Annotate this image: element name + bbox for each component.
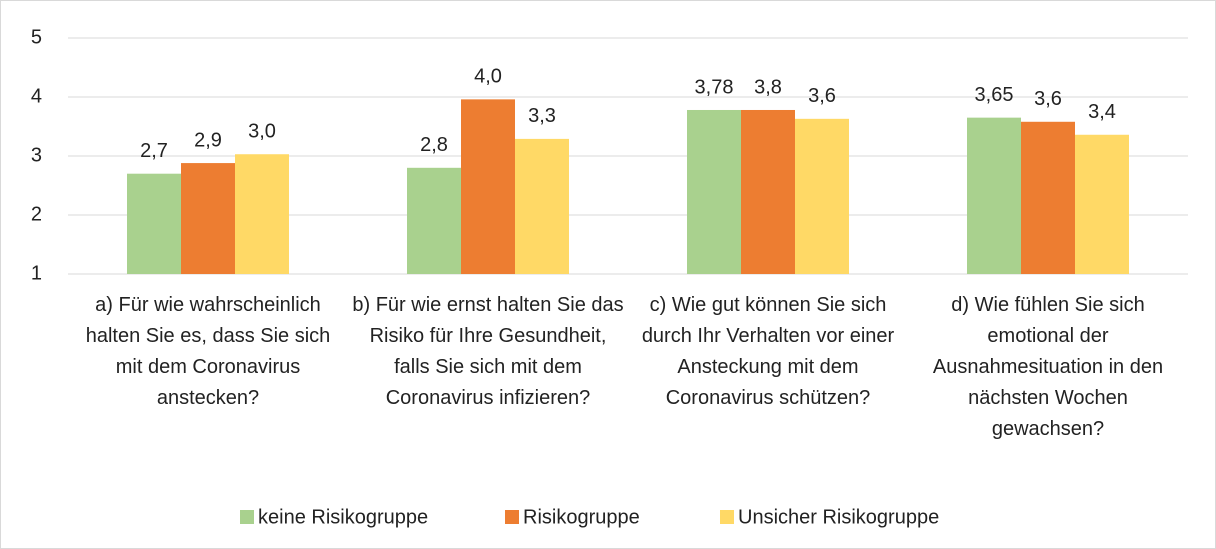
y-tick-label: 2: [31, 203, 42, 225]
value-label: 3,65: [975, 84, 1014, 106]
x-tick-label: a) Für wie wahrscheinlich halten Sie es,…: [85, 294, 331, 409]
value-label: 4,0: [474, 66, 502, 88]
legend-swatch: [240, 510, 254, 524]
x-tick-label: c) Wie gut können Sie sich durch Ihr Ver…: [641, 294, 895, 409]
bar: [181, 163, 235, 274]
legend-swatch: [720, 510, 734, 524]
bar: [795, 118, 849, 274]
legend-label: keine Risikogruppe: [258, 506, 428, 528]
value-label: 3,8: [754, 76, 782, 98]
value-label: 3,6: [1034, 88, 1062, 110]
x-tick-label: d) Wie fühlen Sie sich emotional der Aus…: [932, 294, 1164, 440]
legend-swatch: [505, 510, 519, 524]
bar: [967, 117, 1021, 275]
legend-label: Risikogruppe: [523, 506, 640, 528]
bar: [1075, 134, 1129, 274]
bar: [235, 154, 289, 274]
bar: [127, 173, 181, 274]
value-label: 3,78: [695, 76, 734, 98]
value-label: 3,4: [1088, 101, 1116, 123]
bar: [407, 167, 461, 274]
value-label: 2,9: [194, 129, 222, 151]
y-tick-label: 5: [31, 26, 42, 48]
bar: [461, 99, 515, 274]
y-tick-label: 1: [31, 262, 42, 284]
bar: [515, 138, 569, 274]
value-label: 3,3: [528, 105, 556, 127]
bar: [1021, 121, 1075, 274]
x-tick-label: b) Für wie ernst halten Sie das Risiko f…: [352, 294, 624, 409]
bar: [687, 109, 741, 274]
value-label: 3,0: [248, 121, 276, 143]
y-tick-label: 4: [31, 85, 42, 107]
value-label: 2,7: [140, 140, 168, 162]
legend-label: Unsicher Risikogruppe: [738, 506, 939, 528]
y-tick-label: 3: [31, 144, 42, 166]
value-label: 3,6: [808, 85, 836, 107]
value-label: 2,8: [420, 134, 448, 156]
bar: [741, 109, 795, 274]
